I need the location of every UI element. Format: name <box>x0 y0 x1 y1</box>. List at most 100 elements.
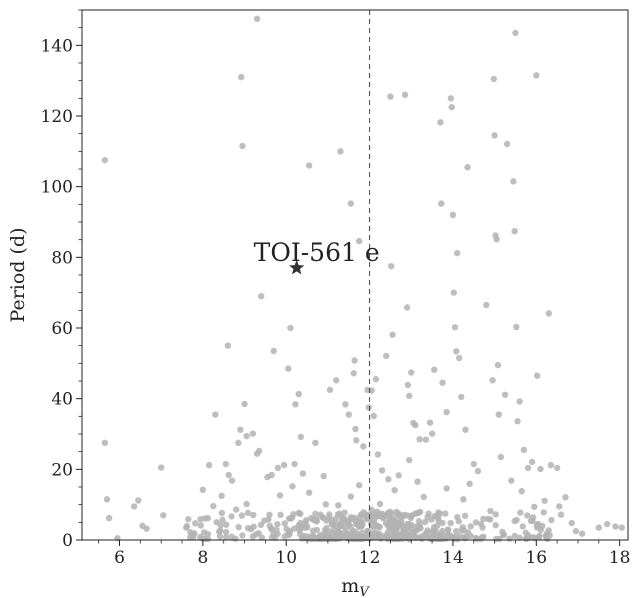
data-point <box>341 509 348 516</box>
x-tick-label: 18 <box>609 548 631 568</box>
data-point <box>528 458 536 466</box>
data-point <box>350 370 357 377</box>
data-point <box>391 486 398 494</box>
data-point <box>274 521 281 528</box>
data-point <box>520 446 527 454</box>
data-point <box>417 524 424 532</box>
data-point <box>548 516 555 524</box>
data-point <box>310 533 318 541</box>
data-point <box>412 421 419 429</box>
data-point <box>533 372 541 379</box>
data-point <box>223 521 230 528</box>
data-point <box>204 535 212 543</box>
data-point <box>307 514 315 522</box>
data-point <box>553 464 561 472</box>
data-point <box>297 433 305 441</box>
data-point <box>516 534 523 541</box>
data-point <box>101 439 109 447</box>
data-point <box>232 535 239 542</box>
data-point <box>392 527 399 535</box>
data-point <box>352 425 359 433</box>
data-point <box>405 520 413 528</box>
data-point <box>572 527 580 535</box>
data-point <box>531 503 538 510</box>
data-point <box>518 488 525 495</box>
data-point <box>414 510 421 517</box>
data-point <box>492 511 499 518</box>
data-point <box>409 531 417 538</box>
data-point <box>222 460 229 468</box>
data-point <box>510 178 517 185</box>
data-point <box>493 236 500 243</box>
data-point <box>527 517 535 525</box>
data-point <box>393 508 400 516</box>
data-point <box>512 29 519 37</box>
highlight-group: TOI-561 e <box>254 238 380 275</box>
data-point <box>519 523 526 530</box>
data-point <box>500 531 507 538</box>
data-point <box>390 535 398 542</box>
data-point <box>252 531 260 538</box>
data-point <box>235 439 242 447</box>
data-point <box>241 400 248 408</box>
data-point <box>511 532 519 540</box>
data-point <box>320 472 327 480</box>
data-point <box>130 503 138 510</box>
data-point <box>456 354 463 362</box>
data-point <box>217 527 224 534</box>
data-point <box>379 533 387 540</box>
data-point <box>266 511 273 518</box>
data-point <box>295 390 302 398</box>
data-point <box>437 119 444 126</box>
data-point <box>503 140 511 148</box>
data-point <box>442 510 449 517</box>
data-point <box>235 523 242 531</box>
data-point <box>556 503 563 510</box>
data-point <box>135 497 142 504</box>
data-point <box>218 509 226 517</box>
data-point <box>480 515 487 523</box>
data-point <box>183 524 190 531</box>
data-point <box>495 411 502 418</box>
data-point <box>524 464 532 472</box>
data-point <box>347 200 355 207</box>
data-point <box>305 162 313 169</box>
x-axis-title-subscript: V <box>359 585 370 598</box>
data-point <box>533 72 540 79</box>
data-point <box>157 464 165 471</box>
data-point <box>547 461 555 469</box>
data-point <box>326 511 333 518</box>
data-point <box>250 511 257 519</box>
data-point <box>387 508 394 516</box>
data-point <box>387 93 394 100</box>
data-point <box>253 15 261 23</box>
data-point <box>322 501 330 508</box>
data-point <box>334 511 342 518</box>
data-point <box>285 531 292 539</box>
data-point <box>303 517 310 524</box>
data-point <box>239 532 246 539</box>
data-point <box>249 430 257 437</box>
data-point <box>228 513 235 520</box>
data-point <box>618 524 625 531</box>
data-point <box>355 482 363 489</box>
data-point <box>274 464 282 472</box>
data-point <box>244 524 252 532</box>
data-point <box>467 532 474 540</box>
x-tick-label: 6 <box>114 548 125 568</box>
data-point <box>449 211 457 219</box>
data-point <box>426 529 433 537</box>
x-tick-label: 8 <box>197 548 208 568</box>
data-point <box>525 534 532 542</box>
data-point <box>438 200 445 207</box>
data-point <box>474 467 482 475</box>
data-point <box>427 535 434 542</box>
data-point <box>395 472 402 479</box>
data-point <box>473 535 480 543</box>
data-point <box>472 519 480 526</box>
data-point <box>347 493 355 500</box>
data-point <box>454 513 461 521</box>
data-point <box>197 522 204 529</box>
data-point <box>143 525 150 532</box>
